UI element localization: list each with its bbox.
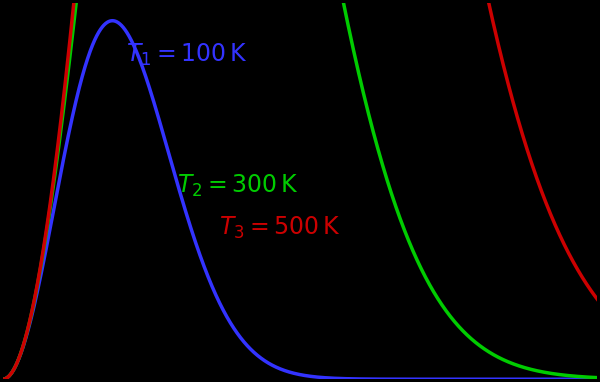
Text: $T_1 = 100\,\mathrm{K}$: $T_1 = 100\,\mathrm{K}$	[126, 42, 248, 68]
Text: $T_2 = 300\,\mathrm{K}$: $T_2 = 300\,\mathrm{K}$	[177, 173, 299, 199]
Text: $T_3 = 500\,\mathrm{K}$: $T_3 = 500\,\mathrm{K}$	[220, 214, 341, 241]
